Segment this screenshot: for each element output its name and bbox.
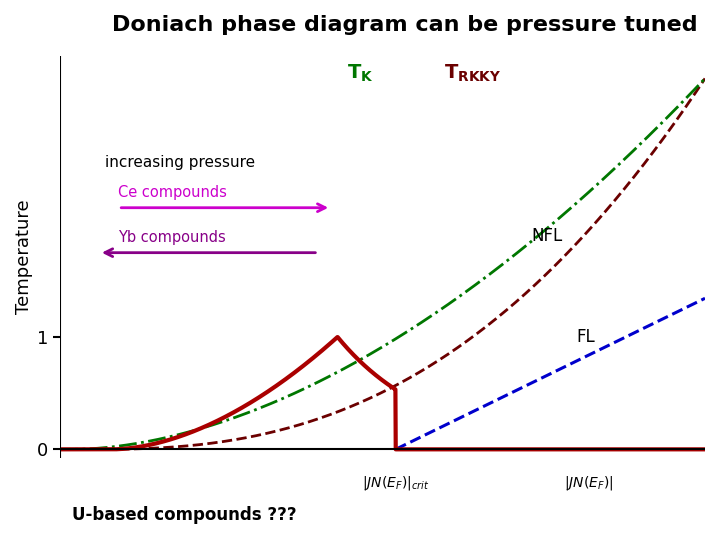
Text: NFL: NFL xyxy=(531,227,562,245)
Text: Ce compounds: Ce compounds xyxy=(118,185,228,200)
Text: FL: FL xyxy=(576,328,595,346)
Text: Doniach phase diagram can be pressure tuned: Doniach phase diagram can be pressure tu… xyxy=(112,15,698,35)
Text: $\mathbf{T_K}$: $\mathbf{T_K}$ xyxy=(347,63,374,84)
Text: $\mathbf{T_{RKKY}}$: $\mathbf{T_{RKKY}}$ xyxy=(444,63,501,84)
Text: Yb compounds: Yb compounds xyxy=(118,230,226,245)
Y-axis label: Temperature: Temperature xyxy=(15,200,33,314)
Text: U-based compounds ???: U-based compounds ??? xyxy=(72,506,297,524)
Text: $|JN(E_F)|$: $|JN(E_F)|$ xyxy=(564,474,613,492)
Text: increasing pressure: increasing pressure xyxy=(105,156,256,170)
Text: $|JN(E_F)|_{crit}$: $|JN(E_F)|_{crit}$ xyxy=(361,474,429,492)
